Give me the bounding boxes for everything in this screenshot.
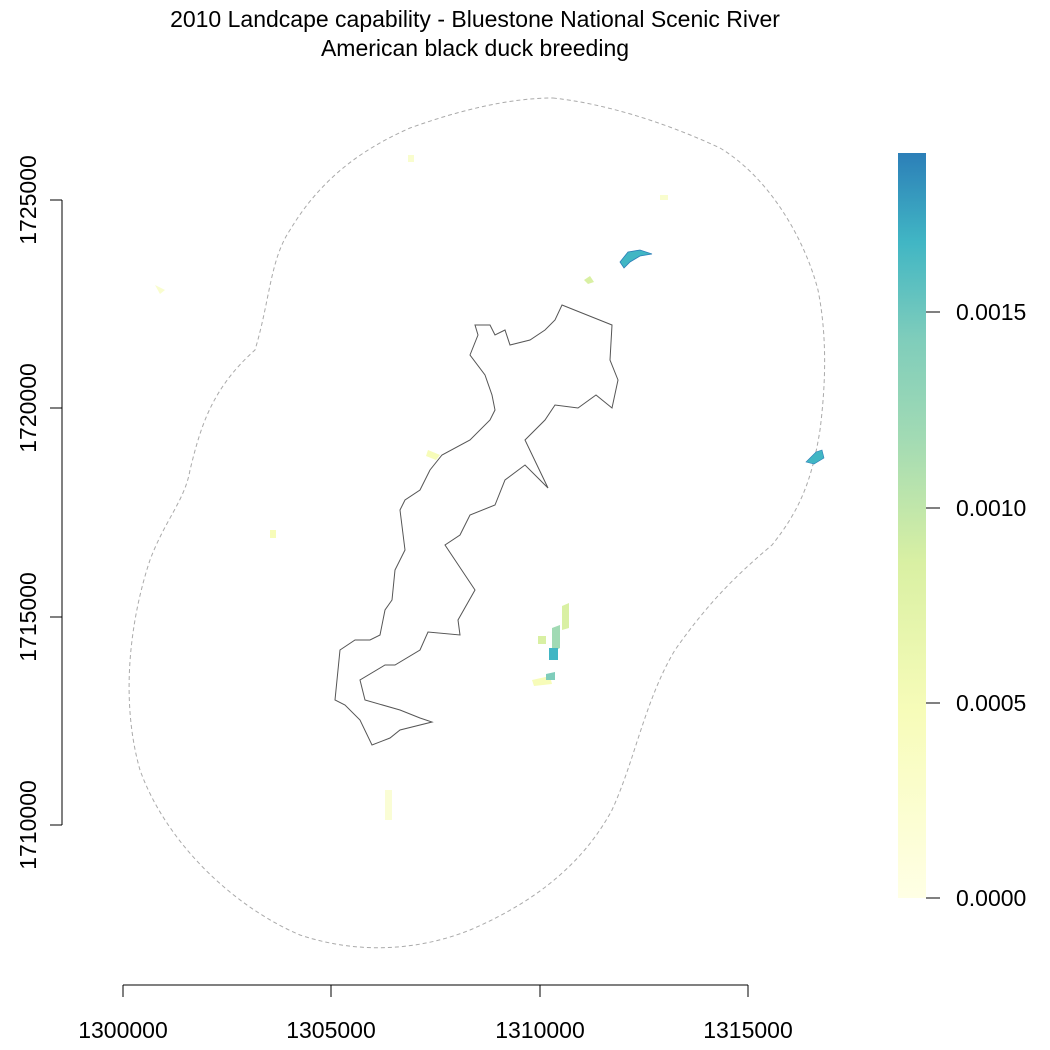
habitat-patch [155,285,165,294]
habitat-patch [549,648,558,660]
habitat-patch [538,636,546,644]
y-axis: 1710000 1715000 1720000 1725000 [15,155,63,870]
habitat-patch [660,195,668,200]
y-tick-label: 1710000 [15,780,41,870]
x-axis: 1300000 1305000 1310000 1315000 [78,984,793,1043]
x-tick-label: 1305000 [286,1017,376,1043]
legend-tick-label: 0.0015 [956,299,1026,325]
x-tick-label: 1315000 [703,1017,793,1043]
habitat-patch [619,249,653,269]
habitat-patch [270,530,276,538]
habitat-patch [584,276,594,284]
map-title-line1: 2010 Landcape capability - Bluestone Nat… [170,6,780,32]
habitat-patch [805,449,825,465]
habitat-patch [562,603,569,630]
x-tick-label: 1310000 [495,1017,585,1043]
habitat-patch [385,790,392,820]
habitat-patch [408,155,414,162]
y-tick-label: 1725000 [15,155,41,245]
buffer-boundary [128,97,826,949]
legend-tick-label: 0.0010 [956,495,1026,521]
habitat-patch [546,672,555,680]
habitat-patches [155,155,825,820]
x-tick-label: 1300000 [78,1017,168,1043]
legend-color-bar [898,153,926,898]
habitat-patch [426,450,440,460]
legend-tick-label: 0.0000 [956,885,1026,911]
legend-tick-label: 0.0005 [956,690,1026,716]
map-title-line2: American black duck breeding [321,35,629,61]
y-tick-label: 1715000 [15,572,41,662]
habitat-patch [552,625,560,652]
park-boundary [334,304,619,746]
y-tick-label: 1720000 [15,363,41,453]
legend: 0.0000 0.0005 0.0010 0.0015 [898,153,1026,911]
